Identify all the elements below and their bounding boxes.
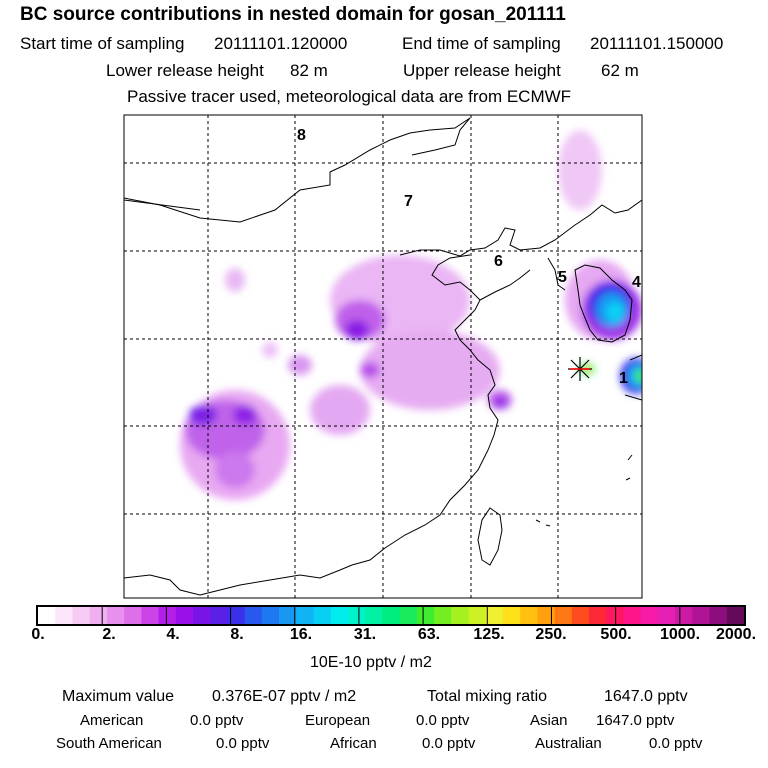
contrib-value-european: 0.0 pptv — [416, 712, 470, 729]
colorbar-tick-3: 8. — [230, 626, 244, 643]
region-label-5: 5 — [558, 269, 567, 286]
colorbar-unit: 10E-10 pptv / m2 — [310, 654, 432, 671]
colorbar-swatch — [623, 607, 642, 624]
colorbar-swatch — [330, 607, 349, 624]
colorbar-tick-10: 1000. — [659, 626, 701, 643]
colorbar-swatch — [158, 607, 177, 624]
end-time-value: 20111101.150000 — [590, 34, 724, 53]
colorbar-tick-11: 2000. — [715, 626, 757, 643]
graticule — [124, 115, 642, 598]
start-time-value: 20111101.120000 — [214, 34, 348, 53]
colorbar-swatch — [141, 607, 160, 624]
coastlines — [124, 117, 642, 596]
colorbar-swatch — [520, 607, 538, 624]
colorbar-tick-9: 500. — [600, 626, 632, 643]
contrib-value-australian: 0.0 pptv — [649, 735, 703, 752]
colorbar-swatch — [382, 607, 401, 624]
total-mixing-label: Total mixing ratio — [427, 688, 548, 705]
colorbar-swatch — [72, 607, 91, 624]
colorbar-swatch — [192, 607, 211, 624]
colorbar-tick-4: 16. — [289, 626, 313, 643]
colorbar-swatch — [399, 607, 418, 624]
colorbar-swatch — [175, 607, 194, 624]
colorbar-tick-7: 125. — [473, 626, 505, 643]
colorbar-swatch — [106, 607, 125, 624]
contrib-value-american: 0.0 pptv — [190, 712, 244, 729]
max-value: 0.376E-07 pptv / m2 — [212, 688, 357, 705]
colorbar-swatch — [89, 607, 108, 624]
colorbar-swatch — [124, 607, 142, 624]
colorbar-swatch — [416, 607, 435, 624]
contrib-value-african: 0.0 pptv — [422, 735, 476, 752]
figure-title: BC source contributions in nested domain… — [20, 4, 566, 25]
colorbar-swatch — [554, 607, 573, 624]
lower-height-value: 82 m — [290, 61, 328, 80]
total-mixing-value: 1647.0 pptv — [604, 688, 688, 705]
colorbar-swatch — [244, 607, 263, 624]
colorbar-tick-0: 0. — [31, 626, 45, 643]
contrib-region-american: American — [80, 712, 144, 729]
contrib-region-asian: Asian — [530, 712, 568, 729]
region-label-1: 1 — [619, 370, 628, 387]
colorbar-swatch — [38, 607, 56, 624]
contrib-region-south-american: South American — [56, 735, 162, 752]
colorbar-swatch — [589, 607, 607, 624]
region-label-8: 8 — [297, 127, 306, 144]
colorbar-frame — [36, 605, 746, 626]
colorbar-swatch — [640, 607, 659, 624]
colorbar-swatch — [313, 607, 332, 624]
colorbar-swatch — [261, 607, 280, 624]
colorbar-swatch — [537, 607, 556, 624]
upper-height-label: Upper release height — [403, 61, 561, 80]
colorbar-tick-2: 4. — [166, 626, 180, 643]
colorbar-swatch — [365, 607, 383, 624]
colorbar-swatch — [726, 607, 745, 624]
colorbar-swatch — [502, 607, 521, 624]
colorbar-swatch — [279, 607, 297, 624]
contrib-value-asian: 1647.0 pptv — [596, 712, 675, 729]
lower-height-label: Lower release height — [106, 61, 264, 80]
colorbar-swatch — [227, 607, 246, 624]
colorbar-swatch — [675, 607, 693, 624]
region-label-4: 4 — [632, 274, 641, 291]
contrib-region-african: African — [330, 735, 377, 752]
colorbar-swatch — [571, 607, 590, 624]
region-label-7: 7 — [404, 193, 413, 210]
colorbar-swatch — [434, 607, 452, 624]
colorbar-swatch — [347, 607, 366, 624]
concentration-field — [180, 130, 642, 500]
tracer-note: Passive tracer used, meteorological data… — [127, 87, 572, 106]
colorbar-tick-6: 63. — [417, 626, 441, 643]
colorbar-swatch — [296, 607, 315, 624]
colorbar-swatch — [55, 607, 74, 624]
upper-height-value: 62 m — [601, 61, 639, 80]
colorbar-tick-5: 31. — [353, 626, 377, 643]
colorbar-swatch — [451, 607, 470, 624]
colorbar-tick-1: 2. — [102, 626, 116, 643]
region-label-6: 6 — [494, 253, 503, 270]
colorbar-swatch — [692, 607, 711, 624]
contrib-value-south-american: 0.0 pptv — [216, 735, 270, 752]
colorbar-tick-8: 250. — [535, 626, 567, 643]
contrib-region-european: European — [305, 712, 371, 729]
colorbar-swatch — [485, 607, 504, 624]
colorbar-swatch — [468, 607, 487, 624]
max-value-label: Maximum value — [62, 688, 175, 705]
colorbar-swatch — [657, 607, 676, 624]
contrib-region-australian: Australian — [535, 735, 602, 752]
colorbar-swatch — [210, 607, 229, 624]
map-frame — [123, 114, 643, 599]
start-time-label: Start time of sampling — [20, 34, 185, 53]
colorbar-swatch — [709, 607, 728, 624]
end-time-label: End time of sampling — [402, 34, 561, 53]
colorbar — [38, 607, 745, 624]
